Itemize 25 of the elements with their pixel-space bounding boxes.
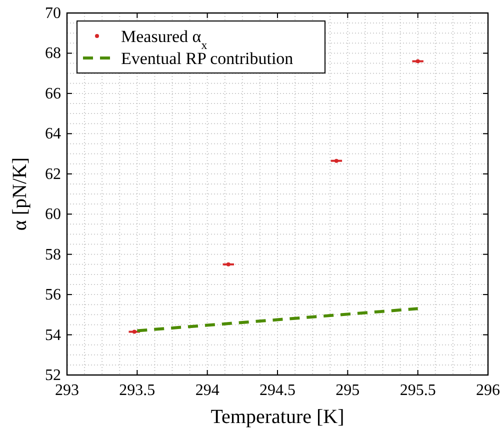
x-tick-label: 293.5 [119,382,156,399]
point [416,59,420,64]
y-tick-label: 60 [45,206,61,224]
point [132,330,136,334]
point [226,262,230,266]
point [334,158,338,163]
y-tick-label: 52 [45,367,61,384]
x-tick-label: 294 [195,382,220,399]
y-tick-label: 64 [45,126,61,143]
y-tick-label: 66 [45,85,61,102]
x-tick-label: 296 [476,382,500,399]
x-tick-label: 295.5 [400,382,436,399]
y-tick-label: 56 [45,286,61,304]
y-tick-label: 70 [45,5,61,22]
y-tick-label: 62 [45,166,61,183]
y-axis-title: α [pN/K] [9,157,31,231]
y-tick-label: 58 [45,246,61,264]
legend-label: Eventual RP contribution [121,49,294,68]
y-tick-label: 68 [45,45,61,62]
x-axis-title: Temperature [K] [210,406,344,428]
x-tick-label: 295 [336,382,360,399]
y-tick-label: 54 [45,326,61,344]
x-tick-label: 294.5 [260,382,296,399]
legend-label: Measured α$_{x}$ [121,27,208,52]
x-tick-label: 293 [55,382,79,399]
